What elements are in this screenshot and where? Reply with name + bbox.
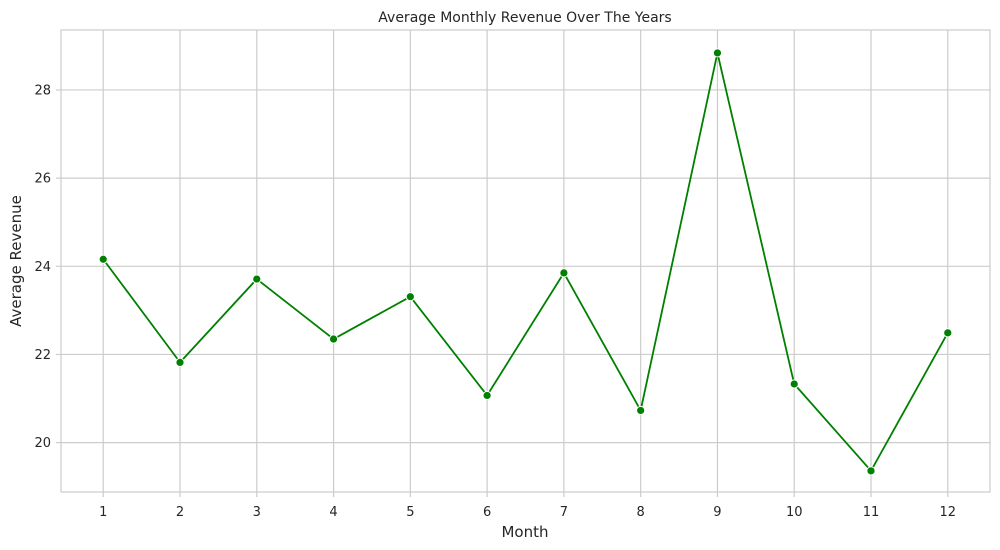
- x-tick-label: 4: [329, 505, 337, 520]
- data-point: [636, 405, 646, 416]
- x-tick-label: 1: [99, 505, 107, 520]
- data-point: [405, 292, 415, 302]
- y-tick-label: 20: [34, 436, 51, 451]
- x-tick-label: 7: [560, 505, 568, 520]
- x-tick-label: 8: [637, 505, 645, 520]
- y-tick-label: 22: [34, 348, 51, 363]
- grid: [61, 30, 990, 492]
- x-tick-label: 5: [406, 505, 414, 520]
- x-tick-label: 9: [713, 505, 721, 520]
- data-point: [866, 466, 876, 476]
- data-point: [943, 328, 953, 338]
- series-line: [102, 52, 949, 472]
- data-point: [252, 274, 262, 284]
- x-axis-label: Month: [501, 523, 548, 541]
- x-tick-label: 2: [176, 505, 184, 520]
- y-tick-labels: 20 22 24 26 28: [34, 83, 51, 451]
- x-tick-label: 3: [253, 505, 261, 520]
- chart-title: Average Monthly Revenue Over The Years: [378, 10, 671, 26]
- x-tick-label: 10: [786, 505, 803, 520]
- data-point: [482, 390, 492, 401]
- data-point: [175, 357, 185, 367]
- x-tick-labels: 1 2 3 4 5 6 7 8 9 10 11 12: [99, 505, 956, 520]
- data-point: [98, 254, 108, 264]
- data-point: [712, 48, 723, 58]
- y-axis-label: Average Revenue: [7, 195, 25, 327]
- y-tick-marks: [56, 89, 61, 444]
- series-layer: [98, 48, 953, 476]
- y-tick-label: 24: [34, 260, 51, 275]
- x-tick-marks: [102, 492, 949, 497]
- y-tick-label: 28: [34, 83, 51, 98]
- data-point: [789, 379, 799, 389]
- data-point: [328, 334, 339, 344]
- y-tick-label: 26: [34, 172, 51, 187]
- x-tick-label: 6: [483, 505, 491, 520]
- data-point: [559, 268, 569, 278]
- x-tick-label: 12: [939, 505, 956, 520]
- x-tick-label: 11: [863, 505, 880, 520]
- plot-area: [60, 29, 991, 493]
